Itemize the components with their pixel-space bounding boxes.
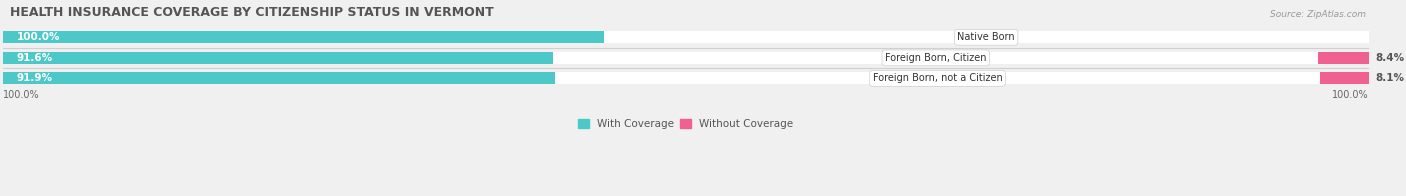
Bar (3, 31, 1368, 43)
Bar (3, 73, 555, 84)
Text: 8.1%: 8.1% (1375, 74, 1405, 83)
Text: 100.0%: 100.0% (17, 32, 60, 42)
Bar (3, 31, 603, 43)
Text: Native Born: Native Born (957, 32, 1015, 42)
Text: Foreign Born, not a Citizen: Foreign Born, not a Citizen (873, 74, 1002, 83)
Text: 100.0%: 100.0% (1331, 90, 1368, 100)
Legend: With Coverage, Without Coverage: With Coverage, Without Coverage (574, 115, 797, 133)
Text: 100.0%: 100.0% (3, 90, 39, 100)
Bar (1320, 73, 1368, 84)
Bar (3, 73, 1368, 84)
Text: 8.4%: 8.4% (1375, 53, 1405, 63)
Text: 91.6%: 91.6% (17, 53, 52, 63)
Bar (1319, 52, 1368, 64)
Text: 91.9%: 91.9% (17, 74, 52, 83)
Bar (3, 52, 1368, 64)
Text: Source: ZipAtlas.com: Source: ZipAtlas.com (1270, 10, 1365, 19)
Text: Foreign Born, Citizen: Foreign Born, Citizen (884, 53, 987, 63)
Bar (3, 52, 554, 64)
Text: HEALTH INSURANCE COVERAGE BY CITIZENSHIP STATUS IN VERMONT: HEALTH INSURANCE COVERAGE BY CITIZENSHIP… (10, 6, 494, 19)
